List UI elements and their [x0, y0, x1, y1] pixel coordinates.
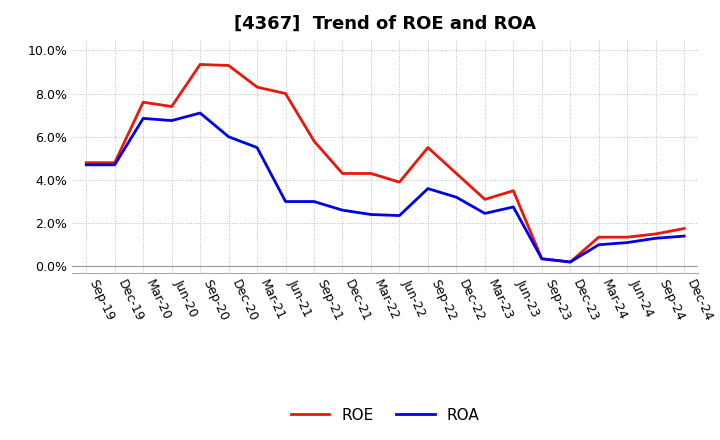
ROE — [452, 171, 461, 176]
ROA — [652, 235, 660, 241]
ROA — [253, 145, 261, 150]
ROA — [680, 234, 688, 239]
ROA — [595, 242, 603, 247]
ROE — [537, 256, 546, 261]
ROE — [110, 160, 119, 165]
Legend: ROE, ROA: ROE, ROA — [284, 402, 486, 429]
ROE — [366, 171, 375, 176]
ROA — [196, 110, 204, 116]
ROE — [310, 139, 318, 144]
ROA — [423, 186, 432, 191]
ROA — [395, 213, 404, 218]
ROA — [623, 240, 631, 245]
ROE — [680, 226, 688, 231]
ROE — [480, 197, 489, 202]
ROE — [595, 235, 603, 240]
ROE — [395, 180, 404, 185]
ROA — [452, 194, 461, 200]
ROA — [509, 204, 518, 209]
Line: ROE: ROE — [86, 64, 684, 262]
ROE — [423, 145, 432, 150]
ROE — [566, 259, 575, 264]
ROE — [196, 62, 204, 67]
ROE — [167, 104, 176, 109]
ROA — [310, 199, 318, 204]
ROA — [167, 118, 176, 123]
Line: ROA: ROA — [86, 113, 684, 262]
ROE — [652, 231, 660, 237]
ROE — [82, 160, 91, 165]
ROA — [282, 199, 290, 204]
ROE — [338, 171, 347, 176]
ROE — [509, 188, 518, 194]
ROA — [566, 259, 575, 264]
Title: [4367]  Trend of ROE and ROA: [4367] Trend of ROE and ROA — [234, 15, 536, 33]
ROA — [480, 211, 489, 216]
ROA — [110, 162, 119, 168]
ROE — [282, 91, 290, 96]
ROA — [338, 208, 347, 213]
ROE — [253, 84, 261, 90]
ROA — [225, 134, 233, 139]
ROE — [139, 99, 148, 105]
ROA — [139, 116, 148, 121]
ROA — [537, 256, 546, 261]
ROE — [623, 235, 631, 240]
ROA — [82, 162, 91, 168]
ROA — [366, 212, 375, 217]
ROE — [225, 63, 233, 68]
